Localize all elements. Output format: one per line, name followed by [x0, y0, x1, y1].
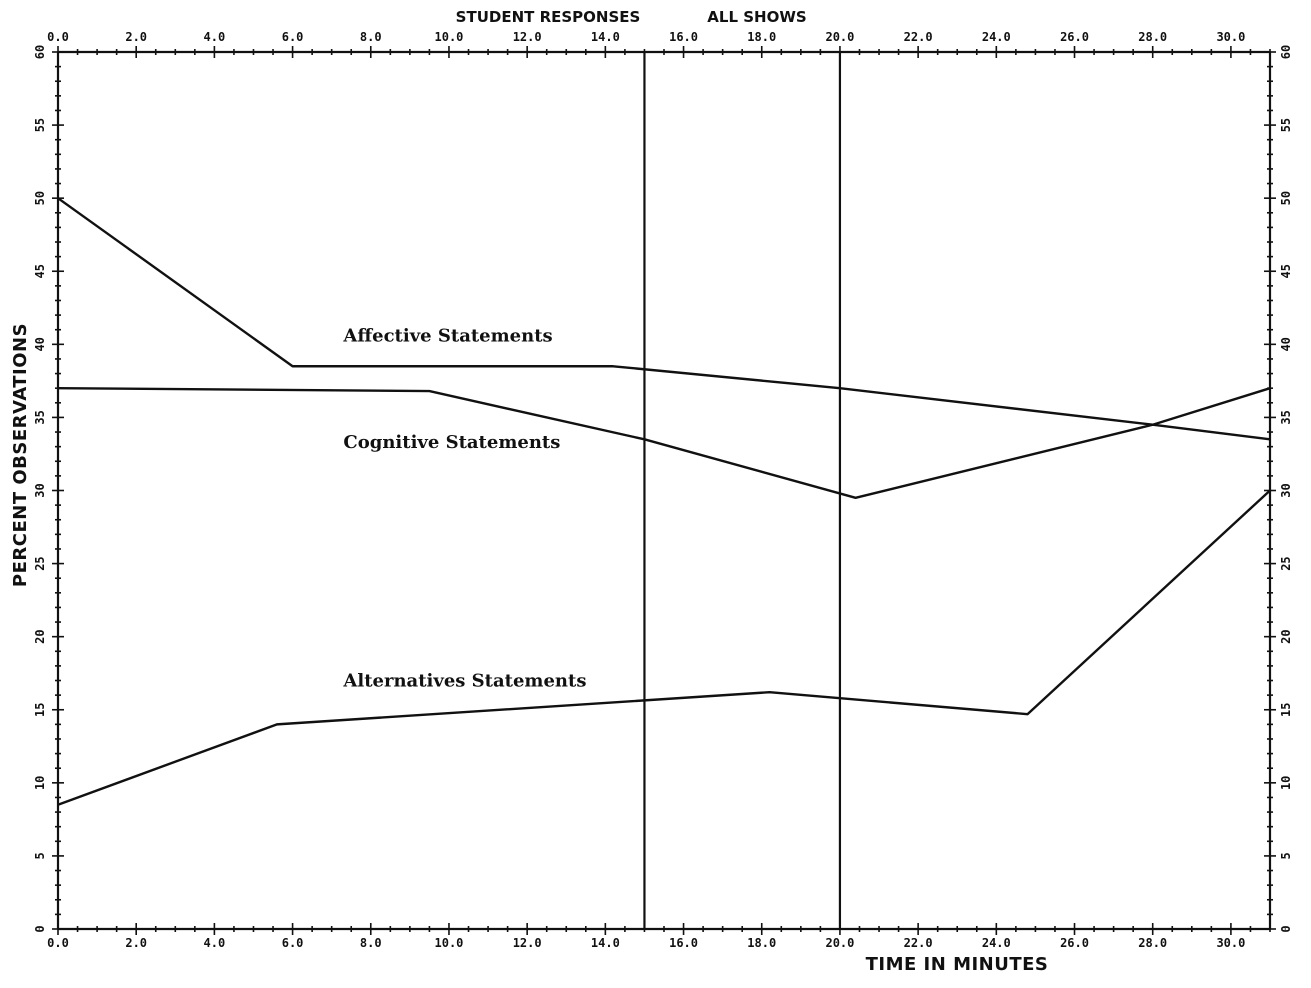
- x-tick-label-bottom: 2.0: [125, 936, 147, 950]
- x-tick-label-bottom: 14.0: [591, 936, 620, 950]
- x-tick-label-bottom: 10.0: [435, 936, 464, 950]
- x-tick-label-top: 12.0: [513, 30, 542, 44]
- x-tick-label-bottom: 6.0: [282, 936, 304, 950]
- series-line-1: [57, 197, 1271, 441]
- y-tick-label-left: 40: [33, 337, 47, 351]
- x-tick-label-top: 16.0: [669, 30, 698, 44]
- y-tick-label-right: 60: [1279, 45, 1293, 59]
- y-tick-label-left: 5: [33, 852, 47, 859]
- x-tick-label-top: 28.0: [1138, 30, 1167, 44]
- series-line-3: [57, 489, 1271, 806]
- y-tick-label-right: 30: [1279, 483, 1293, 497]
- x-tick-label-top: 4.0: [204, 30, 226, 44]
- series-label-2: Cognitive Statements: [343, 432, 560, 453]
- y-tick-label-right: 50: [1279, 191, 1293, 205]
- x-tick-label-bottom: 28.0: [1138, 936, 1167, 950]
- x-tick-label-top: 18.0: [747, 30, 776, 44]
- y-tick-label-left: 50: [33, 191, 47, 205]
- y-tick-label-right: 45: [1279, 264, 1293, 278]
- y-tick-label-right: 20: [1279, 629, 1293, 643]
- x-tick-label-bottom: 20.0: [825, 936, 854, 950]
- x-tick-label-bottom: 26.0: [1060, 936, 1089, 950]
- y-tick-label-right: 35: [1279, 410, 1293, 424]
- x-tick-label-bottom: 22.0: [904, 936, 933, 950]
- x-tick-label-bottom: 8.0: [360, 936, 382, 950]
- ticks-group: 0.0 0.0 2.0 2.0 4.0 4.0 6.0 6.0 8.0 8.0 10.0 10.0 12…: [33, 30, 1293, 950]
- y-tick-label-left: 20: [33, 629, 47, 643]
- y-tick-label-left: 55: [33, 118, 47, 132]
- y-tick-label-left: 60: [33, 45, 47, 59]
- y-tick-label-left: 35: [33, 410, 47, 424]
- series-line-2: [57, 386, 1271, 500]
- chart-title-left: STUDENT RESPONSES: [456, 8, 641, 26]
- x-tick-label-top: 0.0: [47, 30, 69, 44]
- vertical-reference-lines: [643, 52, 842, 929]
- y-tick-label-right: 55: [1279, 118, 1293, 132]
- y-tick-label-right: 0: [1279, 925, 1293, 932]
- y-tick-label-left: 0: [33, 925, 47, 932]
- series-group: Affective Statements Cognitive Statements…: [57, 197, 1271, 806]
- x-tick-label-bottom: 16.0: [669, 936, 698, 950]
- x-tick-label-top: 20.0: [825, 30, 854, 44]
- x-tick-label-bottom: 18.0: [747, 936, 776, 950]
- series-label-1: Affective Statements: [342, 325, 552, 346]
- y-tick-label-right: 15: [1279, 703, 1293, 717]
- y-tick-label-right: 5: [1279, 852, 1293, 859]
- y-tick-label-right: 10: [1279, 776, 1293, 790]
- x-tick-label-top: 2.0: [125, 30, 147, 44]
- y-tick-label-right: 25: [1279, 556, 1293, 570]
- x-tick-label-top: 10.0: [435, 30, 464, 44]
- x-tick-label-top: 8.0: [360, 30, 382, 44]
- x-tick-label-top: 6.0: [282, 30, 304, 44]
- y-tick-label-right: 40: [1279, 337, 1293, 351]
- x-tick-label-top: 14.0: [591, 30, 620, 44]
- x-tick-label-bottom: 12.0: [513, 936, 542, 950]
- y-tick-label-left: 10: [33, 776, 47, 790]
- series-label-3: Alternatives Statements: [342, 670, 586, 691]
- x-tick-label-bottom: 30.0: [1216, 936, 1245, 950]
- y-tick-label-left: 30: [33, 483, 47, 497]
- y-tick-label-left: 45: [33, 264, 47, 278]
- x-tick-label-top: 24.0: [982, 30, 1011, 44]
- chart-title-right: ALL SHOWS: [707, 8, 806, 26]
- x-tick-label-top: 22.0: [904, 30, 933, 44]
- x-tick-label-top: 30.0: [1216, 30, 1245, 44]
- y-tick-label-left: 15: [33, 703, 47, 717]
- x-axis-label: TIME IN MINUTES: [866, 954, 1049, 975]
- x-tick-label-bottom: 0.0: [47, 936, 69, 950]
- y-tick-label-left: 25: [33, 556, 47, 570]
- y-axis-label: PERCENT OBSERVATIONS: [10, 323, 31, 587]
- x-tick-label-bottom: 4.0: [204, 936, 226, 950]
- x-tick-label-top: 26.0: [1060, 30, 1089, 44]
- x-tick-label-bottom: 24.0: [982, 936, 1011, 950]
